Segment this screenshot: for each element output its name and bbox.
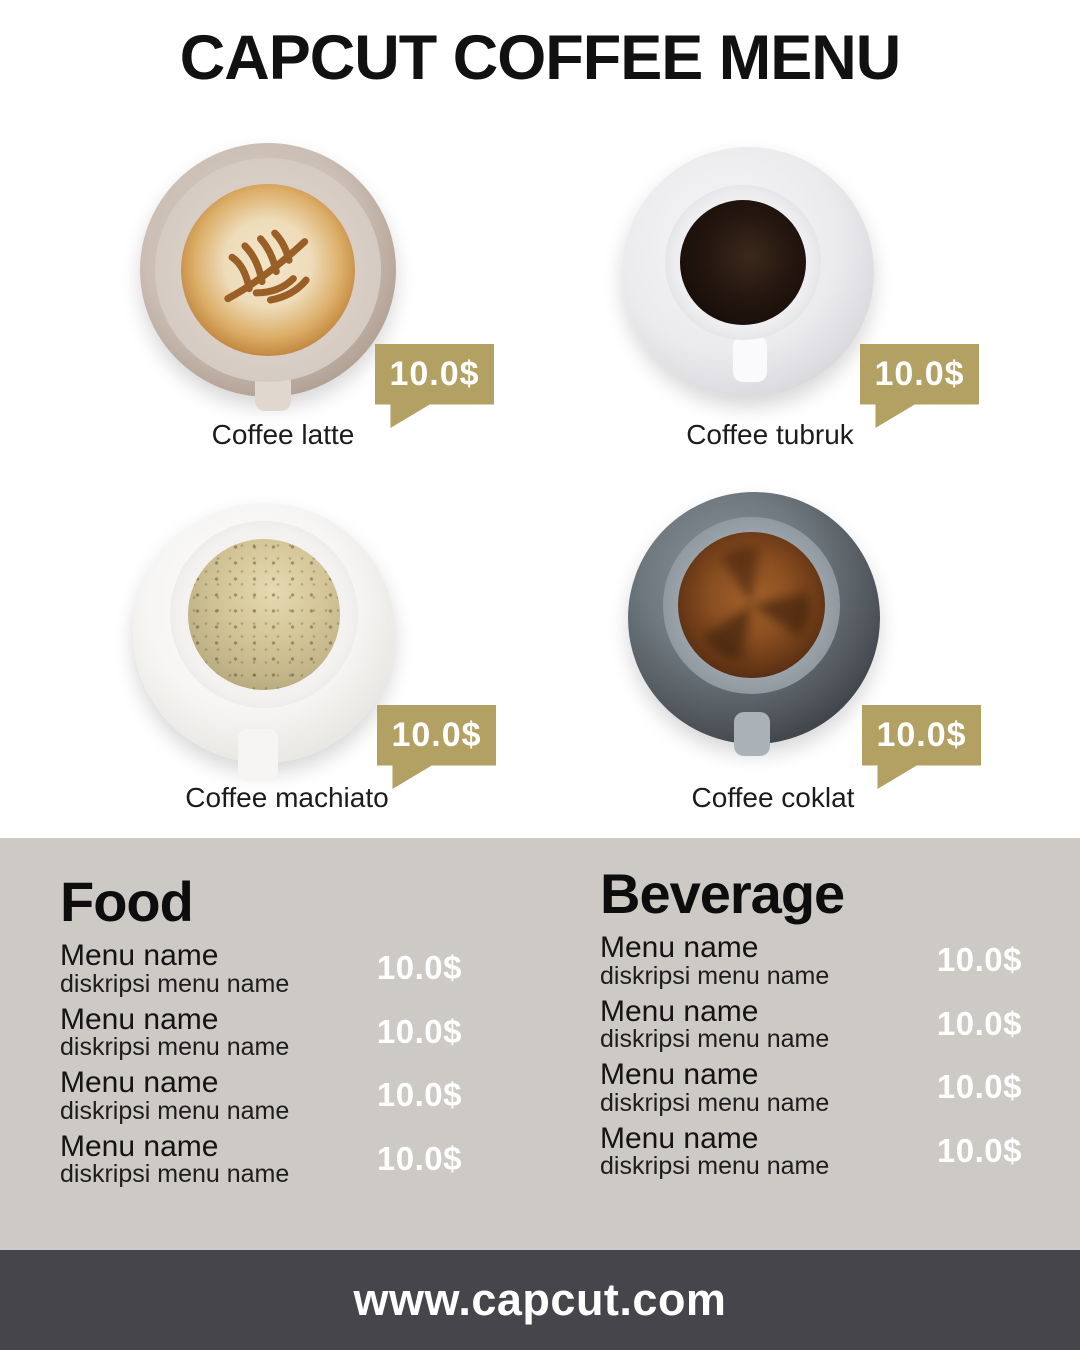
menu-item-description: diskripsi menu name bbox=[600, 1088, 830, 1117]
menu-item-description: diskripsi menu name bbox=[600, 1025, 830, 1053]
product-name: Coffee coklat bbox=[691, 782, 855, 813]
coffee-tubruk-photo bbox=[622, 147, 874, 397]
coffee-coklat-photo bbox=[628, 492, 880, 756]
menu-item-row: Menu name diskripsi menu name 10.0$ bbox=[60, 1067, 462, 1124]
menu-item-row: Menu name diskripsi menu name 10.0$ bbox=[60, 1129, 462, 1188]
price-badge: 10.0$ bbox=[862, 705, 981, 789]
beverage-heading: Beverage bbox=[600, 862, 845, 925]
machiato-coffee-surface bbox=[188, 539, 340, 691]
price-label: 10.0$ bbox=[389, 355, 480, 393]
menu-item-name: Menu name bbox=[60, 1002, 219, 1036]
menu-item-name: Menu name bbox=[60, 939, 219, 972]
menu-item-description: diskripsi menu name bbox=[60, 1160, 290, 1188]
menu-item-price: 10.0$ bbox=[376, 1076, 462, 1114]
product-name: Coffee machiato bbox=[185, 782, 389, 813]
machiato-cup-handle bbox=[237, 729, 278, 781]
menu-item-price: 10.0$ bbox=[376, 1012, 462, 1050]
menu-item-price: 10.0$ bbox=[936, 1004, 1022, 1042]
menu-item-text: Menu name diskripsi menu name bbox=[600, 994, 830, 1053]
coffee-machiato-photo bbox=[133, 503, 395, 781]
menu-section: Food Menu name diskripsi menu name 10.0$… bbox=[0, 838, 1080, 1250]
website-url: www.capcut.com bbox=[353, 1274, 727, 1325]
beverage-column: Beverage Menu name diskripsi menu name 1… bbox=[600, 866, 1022, 1186]
price-badge: 10.0$ bbox=[375, 344, 494, 428]
menu-item-text: Menu name diskripsi menu name bbox=[600, 1121, 830, 1180]
menu-item-description: diskripsi menu name bbox=[60, 1096, 290, 1125]
menu-item-price: 10.0$ bbox=[936, 1068, 1022, 1106]
menu-item-row: Menu name diskripsi menu name 10.0$ bbox=[60, 1002, 462, 1061]
menu-item-price: 10.0$ bbox=[936, 1131, 1022, 1169]
food-column: Food Menu name diskripsi menu name 10.0$… bbox=[60, 874, 462, 1194]
price-badge: 10.0$ bbox=[377, 705, 496, 789]
menu-item-name: Menu name bbox=[600, 994, 759, 1028]
price-label: 10.0$ bbox=[874, 355, 965, 393]
coklat-cup-handle bbox=[733, 712, 770, 756]
product-name: Coffee tubruk bbox=[686, 419, 854, 450]
product-name: Coffee latte bbox=[211, 419, 355, 450]
tubruk-coffee-surface bbox=[679, 199, 806, 325]
coffee-latte-photo bbox=[140, 143, 396, 411]
menu-item-name: Menu name bbox=[600, 1121, 759, 1155]
menu-item-row: Menu name diskripsi menu name 10.0$ bbox=[600, 932, 1022, 989]
menu-item-row: Menu name diskripsi menu name 10.0$ bbox=[600, 1121, 1022, 1180]
menu-item-description: diskripsi menu name bbox=[60, 969, 290, 998]
menu-item-text: Menu name diskripsi menu name bbox=[60, 1129, 290, 1188]
menu-item-name: Menu name bbox=[60, 1066, 219, 1099]
menu-item-text: Menu name diskripsi menu name bbox=[60, 1067, 289, 1124]
menu-item-row: Menu name diskripsi menu name 10.0$ bbox=[600, 1059, 1022, 1116]
page-title: CAPCUT COFFEE MENU bbox=[179, 23, 902, 93]
price-label: 10.0$ bbox=[876, 716, 967, 754]
menu-item-text: Menu name diskripsi menu name bbox=[60, 1002, 290, 1061]
price-label: 10.0$ bbox=[391, 716, 482, 754]
menu-item-price: 10.0$ bbox=[936, 941, 1022, 979]
menu-item-text: Menu name diskripsi menu name bbox=[60, 940, 289, 997]
menu-item-description: diskripsi menu name bbox=[600, 961, 830, 990]
machiato-crema-speckles bbox=[188, 539, 340, 691]
menu-item-name: Menu name bbox=[60, 1129, 219, 1163]
menu-item-description: diskripsi menu name bbox=[600, 1152, 830, 1180]
latte-art-fern-icon bbox=[224, 229, 310, 304]
menu-item-row: Menu name diskripsi menu name 10.0$ bbox=[600, 994, 1022, 1053]
menu-item-price: 10.0$ bbox=[376, 949, 462, 987]
menu-item-name: Menu name bbox=[600, 931, 759, 964]
menu-item-price: 10.0$ bbox=[376, 1139, 462, 1177]
food-heading: Food bbox=[60, 870, 194, 933]
tubruk-cup-handle bbox=[732, 336, 767, 382]
coklat-crema-swirl bbox=[693, 547, 810, 664]
price-badge: 10.0$ bbox=[860, 344, 979, 428]
menu-item-text: Menu name diskripsi menu name bbox=[600, 1059, 829, 1116]
menu-item-description: diskripsi menu name bbox=[60, 1033, 290, 1061]
menu-item-row: Menu name diskripsi menu name 10.0$ bbox=[60, 940, 462, 997]
menu-item-text: Menu name diskripsi menu name bbox=[600, 932, 829, 989]
menu-item-name: Menu name bbox=[600, 1058, 759, 1091]
footer-bar: www.capcut.com bbox=[0, 1250, 1080, 1350]
